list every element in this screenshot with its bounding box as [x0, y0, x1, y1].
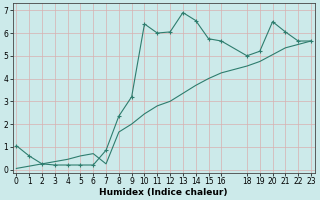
X-axis label: Humidex (Indice chaleur): Humidex (Indice chaleur) — [100, 188, 228, 197]
